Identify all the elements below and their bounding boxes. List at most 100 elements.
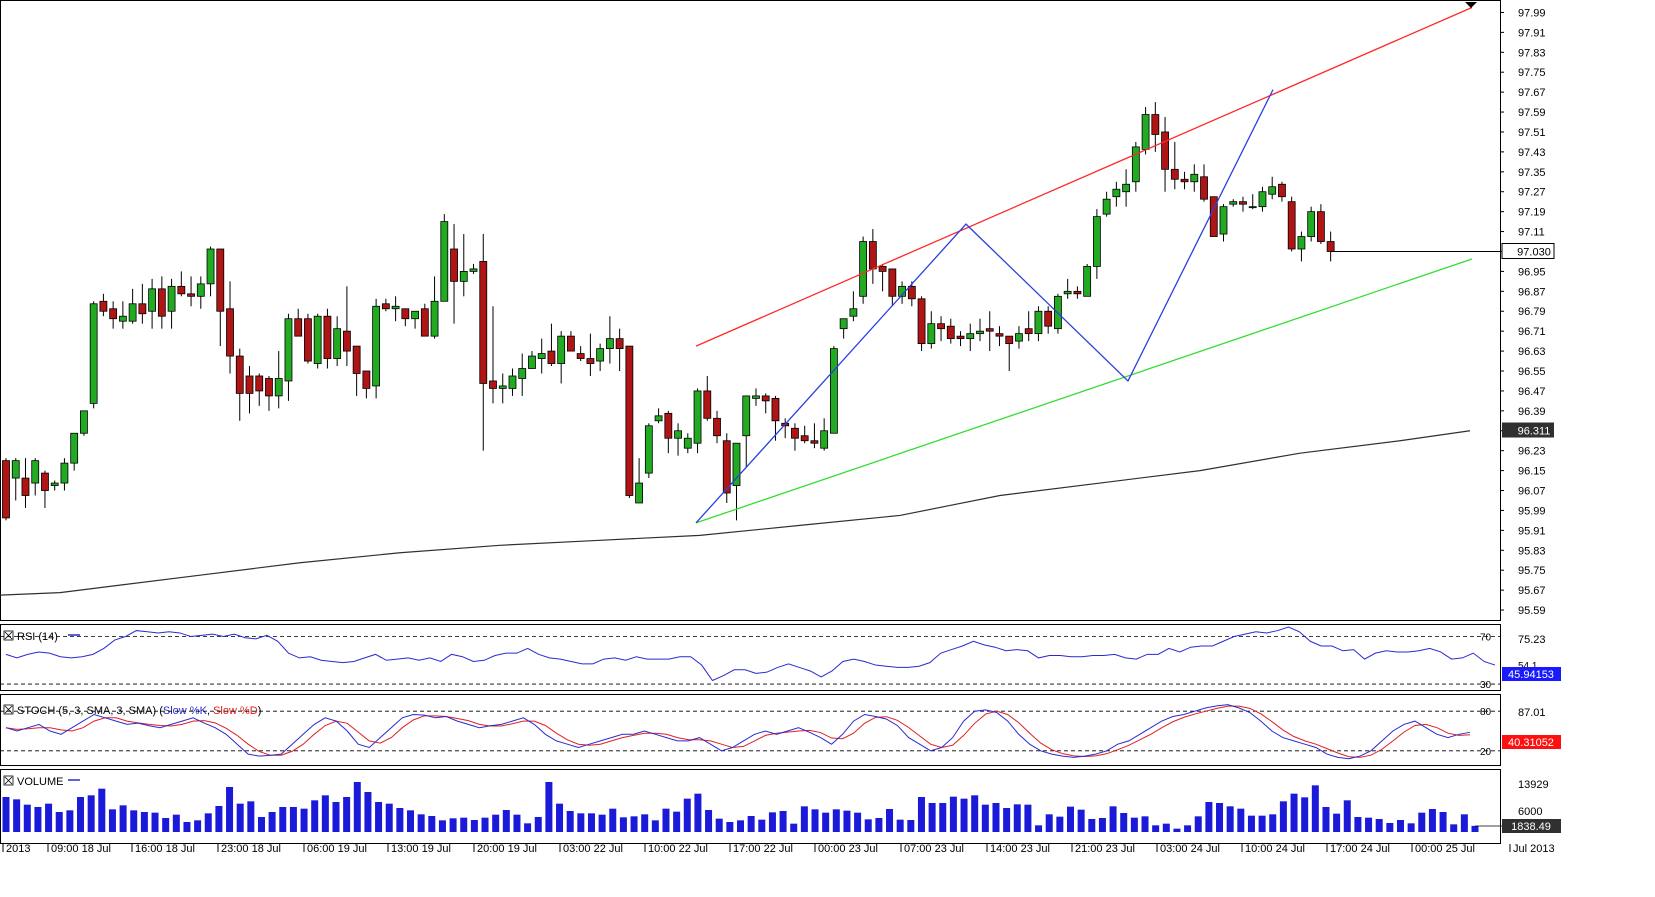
volume-bar — [609, 808, 617, 832]
candle — [381, 298, 390, 312]
candle — [265, 375, 273, 411]
volume-bar — [385, 803, 393, 832]
volume-bar — [300, 808, 308, 832]
volume-bar — [204, 813, 212, 832]
volume-bar — [1279, 801, 1287, 832]
volume-bar — [247, 801, 255, 832]
scroll-marker-icon[interactable] — [1465, 2, 1477, 8]
candle — [1073, 286, 1082, 299]
ma-value-label: 96.311 — [1518, 426, 1551, 438]
volume-bar — [662, 808, 670, 832]
volume-bar — [843, 810, 851, 832]
candle — [459, 234, 468, 297]
volume-bar — [854, 812, 862, 832]
volume-header: VOLUME — [3, 775, 80, 788]
volume-bar — [566, 811, 574, 832]
channel-upper-line — [695, 6, 1473, 347]
volume-bar — [641, 814, 649, 832]
candle — [1239, 196, 1247, 212]
volume-bar — [1130, 817, 1138, 832]
candle — [274, 351, 283, 409]
candle — [839, 318, 848, 339]
candle — [411, 310, 419, 329]
candle — [41, 470, 49, 508]
candle — [946, 318, 955, 344]
volume-bar — [257, 817, 265, 832]
volume-bar — [428, 816, 436, 832]
stoch-panel-frame — [0, 694, 1501, 766]
candle — [1248, 194, 1257, 210]
time-tick-label: 17:00 22 Jul — [733, 843, 793, 855]
candle — [50, 480, 59, 491]
candle — [1180, 171, 1189, 190]
candle — [401, 308, 410, 327]
candle — [644, 423, 653, 479]
volume-bar — [289, 807, 297, 832]
rsi-axis-label: 75.23 — [1518, 634, 1546, 646]
volume-bar — [343, 797, 351, 832]
volume-bar — [438, 820, 446, 832]
price-tick-label: 97.35 — [1518, 167, 1546, 179]
candle — [537, 338, 546, 374]
volume-bar — [811, 809, 819, 832]
volume-bar — [1226, 806, 1234, 832]
rsi-label: RSI (14) — [17, 631, 58, 643]
volume-bar — [1194, 816, 1202, 832]
volume-bar — [77, 797, 85, 832]
candle — [1131, 141, 1140, 192]
candle — [995, 326, 1004, 347]
price-tick-label: 95.83 — [1518, 545, 1546, 557]
volume-bar — [481, 817, 489, 832]
volume-bar — [1450, 824, 1458, 832]
volume-bar — [726, 822, 734, 832]
price-tick-label: 97.59 — [1518, 107, 1546, 119]
candle — [820, 418, 829, 451]
volume-bar — [737, 820, 744, 832]
rsi-header: RSI (14) — [3, 630, 80, 643]
volume-bar — [460, 817, 468, 832]
candle — [635, 458, 643, 504]
candle — [206, 246, 215, 297]
volume-bar — [1184, 825, 1192, 832]
candle — [31, 458, 40, 496]
candle — [1102, 191, 1111, 217]
time-tick-label: Jul 2013 — [1513, 843, 1555, 855]
volume-bar — [715, 818, 723, 832]
volume-bar — [236, 803, 244, 832]
price-tick-label: 97.11 — [1518, 227, 1545, 239]
ma-value-badge: 96.311 — [1502, 422, 1554, 438]
volume-bar — [917, 797, 925, 832]
candle — [284, 313, 293, 401]
volume-bar — [577, 813, 585, 832]
candle — [742, 395, 751, 469]
volume-bar — [1056, 816, 1064, 832]
candle — [508, 368, 517, 396]
volume-bar — [1013, 804, 1021, 832]
volume-bar — [108, 809, 116, 832]
candle — [567, 331, 575, 352]
volume-bar — [534, 817, 542, 832]
rsi-current-label: 45.94153 — [1508, 669, 1554, 681]
candle — [1005, 335, 1014, 372]
volume-bar — [1439, 812, 1447, 832]
candle — [372, 298, 381, 399]
price-tick-label: 97.91 — [1518, 27, 1546, 39]
candle — [1268, 176, 1277, 200]
volume-bar — [832, 809, 840, 832]
candle — [683, 433, 692, 454]
volume-bar — [492, 814, 500, 832]
volume-bar — [1247, 815, 1255, 832]
volume-bar — [215, 806, 223, 832]
candle — [1161, 117, 1169, 192]
candle — [11, 458, 20, 501]
candle — [810, 423, 819, 449]
time-tick-label: 10:00 22 Jul — [648, 843, 708, 855]
candle — [187, 276, 195, 307]
time-tick-label: 14:00 23 Jul — [990, 843, 1050, 855]
time-tick-label: 2013 — [6, 843, 30, 855]
candle — [60, 458, 69, 491]
candle — [956, 331, 965, 347]
volume-bar — [1109, 806, 1117, 832]
volume-bar — [1460, 814, 1468, 832]
candle — [440, 214, 449, 302]
